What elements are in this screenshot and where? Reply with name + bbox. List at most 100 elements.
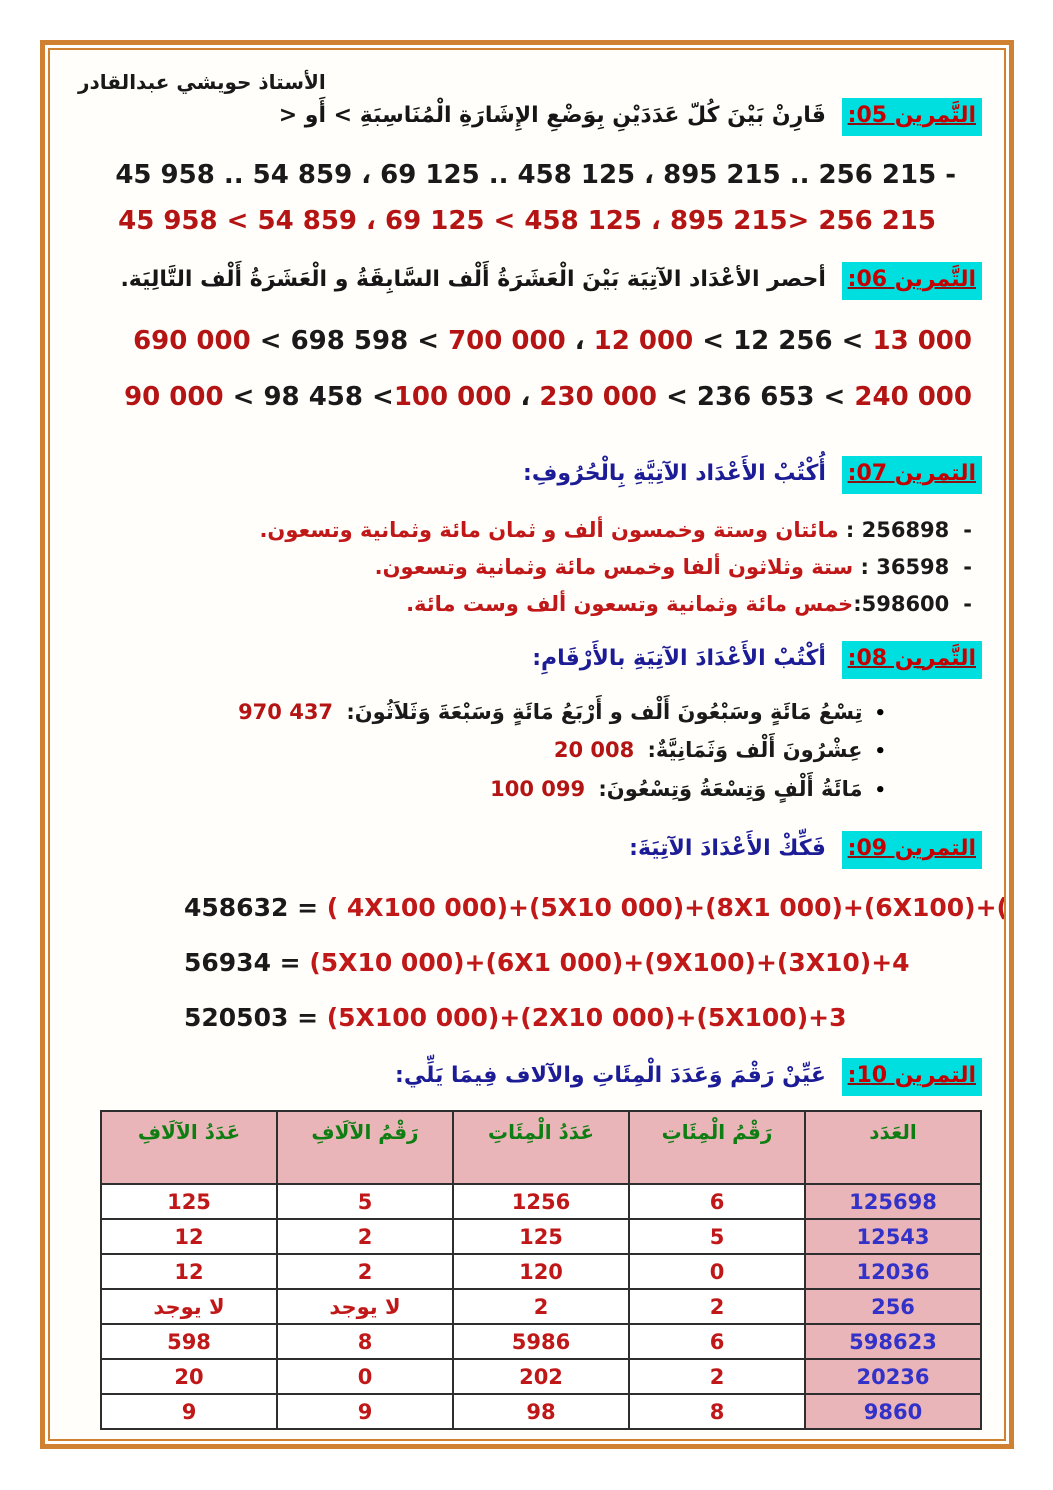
table-row: 256 2 2 لا يوجد لا يوجد [100, 1288, 982, 1326]
cell-thousands-digit: 2 [276, 1218, 454, 1256]
cell-thousands-digit: 5 [276, 1183, 454, 1221]
answer-number: 970 437 [238, 699, 334, 724]
item-number: 256898 [861, 518, 950, 543]
cell-thousands-digit: 0 [276, 1358, 454, 1396]
cell-hundreds-digit: 2 [628, 1288, 806, 1326]
cell-thousands-count: 20 [100, 1358, 278, 1396]
bound-number: 230 000 [539, 382, 658, 413]
exercise-05-answer-line: 45 958 < 54 859 ، 69 125 < 458 125 ، 895… [118, 206, 936, 237]
bound-number: 13 000 [872, 326, 972, 357]
exercise-06-instruction: أحصر الأعْدَاد الآتِيَة بَيْنَ الْعَشَرَ… [120, 267, 826, 293]
dash-marker: - [963, 518, 972, 543]
list-item: -256898 : مائتان وستة وخمسون ألف و ثمان … [72, 512, 972, 549]
exercise-08-instruction: أكْتُبْ الأَعْدَادَ الآتِيَةِ بالأَرْقَا… [532, 645, 826, 671]
column-header-number: العَدَد [804, 1110, 982, 1186]
cell-thousands-count: 12 [100, 1218, 278, 1256]
bound-number: 90 000 [124, 382, 224, 413]
number-in-words: خمس مائة وثمانية وتسعون ألف وست مائة. [406, 591, 854, 616]
number-in-words: ستة وثلاثون ألفا وخمس مائة وثمانية وتسعو… [374, 555, 854, 580]
cell-hundreds-count: 1256 [452, 1183, 630, 1221]
cell-hundreds-count: 120 [452, 1253, 630, 1291]
bound-number: 690 000 [133, 326, 251, 357]
cell-hundreds-count: 202 [452, 1358, 630, 1396]
list-item: -36598 : ستة وثلاثون ألفا وخمس مائة وثما… [72, 549, 972, 586]
column-header-hundreds-digit: رَقْمُ الْمِئَاتِ [628, 1110, 806, 1186]
cell-hundreds-count: 5986 [452, 1323, 630, 1361]
table-header-row: العَدَد رَقْمُ الْمِئَاتِ عَدَدُ الْمِئَ… [100, 1110, 982, 1186]
dash-marker: - [963, 555, 972, 580]
exercise-07-label: التمرين 07: [841, 456, 982, 495]
table-row: 12543 5 125 2 12 [100, 1218, 982, 1256]
cell-thousands-digit: 8 [276, 1323, 454, 1361]
cell-number: 125698 [804, 1183, 982, 1221]
dash-marker: - [963, 591, 972, 616]
decomposition-equation: 520503 = (5X100 000)+(2X10 000)+(5X100)+… [184, 1003, 982, 1032]
item-number: 36598 [876, 555, 950, 580]
cell-thousands-count: لا يوجد [100, 1288, 278, 1326]
table-row: 9860 8 98 9 9 [100, 1393, 982, 1431]
exercise-06-label: التَّمرين 06: [841, 262, 982, 301]
list-item: • عِشْرُونَ أَلْف وَثَمَانِيَّةٌ: 20 008 [72, 731, 886, 770]
list-item: •مَائَةُ أَلْفٍ وَتِسْعَةُ وَتِسْعُونَ: … [72, 770, 886, 809]
separator: ، [511, 382, 540, 413]
middle-number: < 236 653 < [657, 382, 855, 413]
cell-thousands-count: 9 [100, 1393, 278, 1431]
number-in-words: عِشْرُونَ أَلْف وَثَمَانِيَّةٌ: [647, 738, 863, 763]
column-header-hundreds-count: عَدَدُ الْمِئَاتِ [452, 1110, 630, 1186]
number-in-words: مائتان وستة وخمسون ألف و ثمان مائة وثمان… [259, 518, 839, 543]
cell-number: 12036 [804, 1253, 982, 1291]
equation-expansion: ( 4X100 000)+(5X10 000)+(8X1 000)+(6X100… [326, 893, 1004, 923]
exercise-08-title: التَّمرين 08: أكْتُبْ الأَعْدَادَ الآتِي… [72, 640, 982, 679]
cell-hundreds-digit: 5 [628, 1218, 806, 1256]
equation-number: 458632 = [184, 893, 327, 923]
cell-hundreds-digit: 8 [628, 1393, 806, 1431]
exercise-05-question-line: 45 958 .. 54 859 ، 69 125 .. 458 125 ، 8… [115, 160, 956, 191]
worksheet: الأستاذ حويشي عبدالقادر التَّمرين 05: قَ… [48, 48, 1006, 1441]
cell-hundreds-digit: 2 [628, 1358, 806, 1396]
number-in-words: مَائَةُ أَلْفٍ وَتِسْعَةُ وَتِسْعُونَ: [598, 777, 863, 802]
middle-number: < 698 598 < [250, 326, 449, 357]
middle-number: < 12 256 < [693, 326, 873, 357]
column-header-thousands-count: عَدَدُ الآلَافِ [100, 1110, 278, 1186]
hundreds-thousands-table: العَدَد رَقْمُ الْمِئَاتِ عَدَدُ الْمِئَ… [100, 1110, 982, 1431]
cell-hundreds-count: 98 [452, 1393, 630, 1431]
cell-thousands-count: 598 [100, 1323, 278, 1361]
exercise-05-title: التَّمرين 05: قَارِنْ بَيْنَ كُلّ عَدَدَ… [72, 98, 982, 137]
colon: : [853, 591, 862, 616]
exercise-08-label: التَّمرين 08: [841, 640, 982, 679]
bound-number: 700 000 [448, 326, 566, 357]
list-item: • تِسْعُ مَائَةٍ وسَبْعُونَ أَلْف و أَرْب… [72, 693, 886, 732]
cell-number: 598623 [804, 1323, 982, 1361]
cell-hundreds-digit: 0 [628, 1253, 806, 1291]
table-row: 125698 6 1256 5 125 [100, 1183, 982, 1221]
answer-number: 100 099 [490, 777, 586, 802]
item-number: 598600 [861, 591, 950, 616]
bound-number: 100 000 [393, 382, 512, 413]
separator: ، [565, 326, 594, 357]
exercise-09-instruction: فَكِّكْ الأَعْدَادَ الآتِيَةَ: [629, 836, 826, 862]
decomposition-equation: 458632 = ( 4X100 000)+(5X10 000)+(8X1 00… [184, 893, 1004, 923]
exercise-09-label: التمرين 09: [841, 831, 982, 870]
bullet-marker: • [874, 741, 886, 763]
equation-number: 520503 = [184, 1003, 327, 1033]
colon: : [838, 518, 862, 543]
cell-thousands-digit: 9 [276, 1393, 454, 1431]
table-row: 20236 2 202 0 20 [100, 1358, 982, 1396]
cell-number: 12543 [804, 1218, 982, 1256]
bound-number: 240 000 [854, 382, 972, 413]
cell-hundreds-count: 2 [452, 1288, 630, 1326]
decomposition-equation: 56934 = (5X10 000)+(6X1 000)+(9X100)+(3X… [184, 948, 982, 977]
exercise-06-line-1: 690 000 < 698 598 < 700 000 ، 12 000 < 1… [72, 326, 972, 356]
middle-number: < 98 458 < [223, 382, 394, 413]
cell-thousands-digit: 2 [276, 1253, 454, 1291]
equation-number: 56934 = [184, 948, 310, 978]
column-header-thousands-digit: رَقْمُ الآلَافِ [276, 1110, 454, 1186]
bullet-marker: • [874, 780, 886, 802]
equation-expansion: (5X10 000)+(6X1 000)+(9X100)+(3X10)+4 [309, 948, 910, 978]
table-row: 598623 6 5986 8 598 [100, 1323, 982, 1361]
list-item: -598600:خمس مائة وثمانية وتسعون ألف وست … [72, 586, 972, 623]
exercise-06-title: التَّمرين 06: أحصر الأعْدَاد الآتِيَة بَ… [72, 262, 982, 301]
exercise-05-instruction: قَارِنْ بَيْنَ كُلّ عَدَدَيْنِ بِوَضْعِ … [278, 103, 826, 128]
exercise-06-line-2: 90 000 < 98 458 <100 000 ، 230 000 < 236… [72, 382, 972, 412]
page-border-frame: الأستاذ حويشي عبدالقادر التَّمرين 05: قَ… [40, 40, 1014, 1449]
